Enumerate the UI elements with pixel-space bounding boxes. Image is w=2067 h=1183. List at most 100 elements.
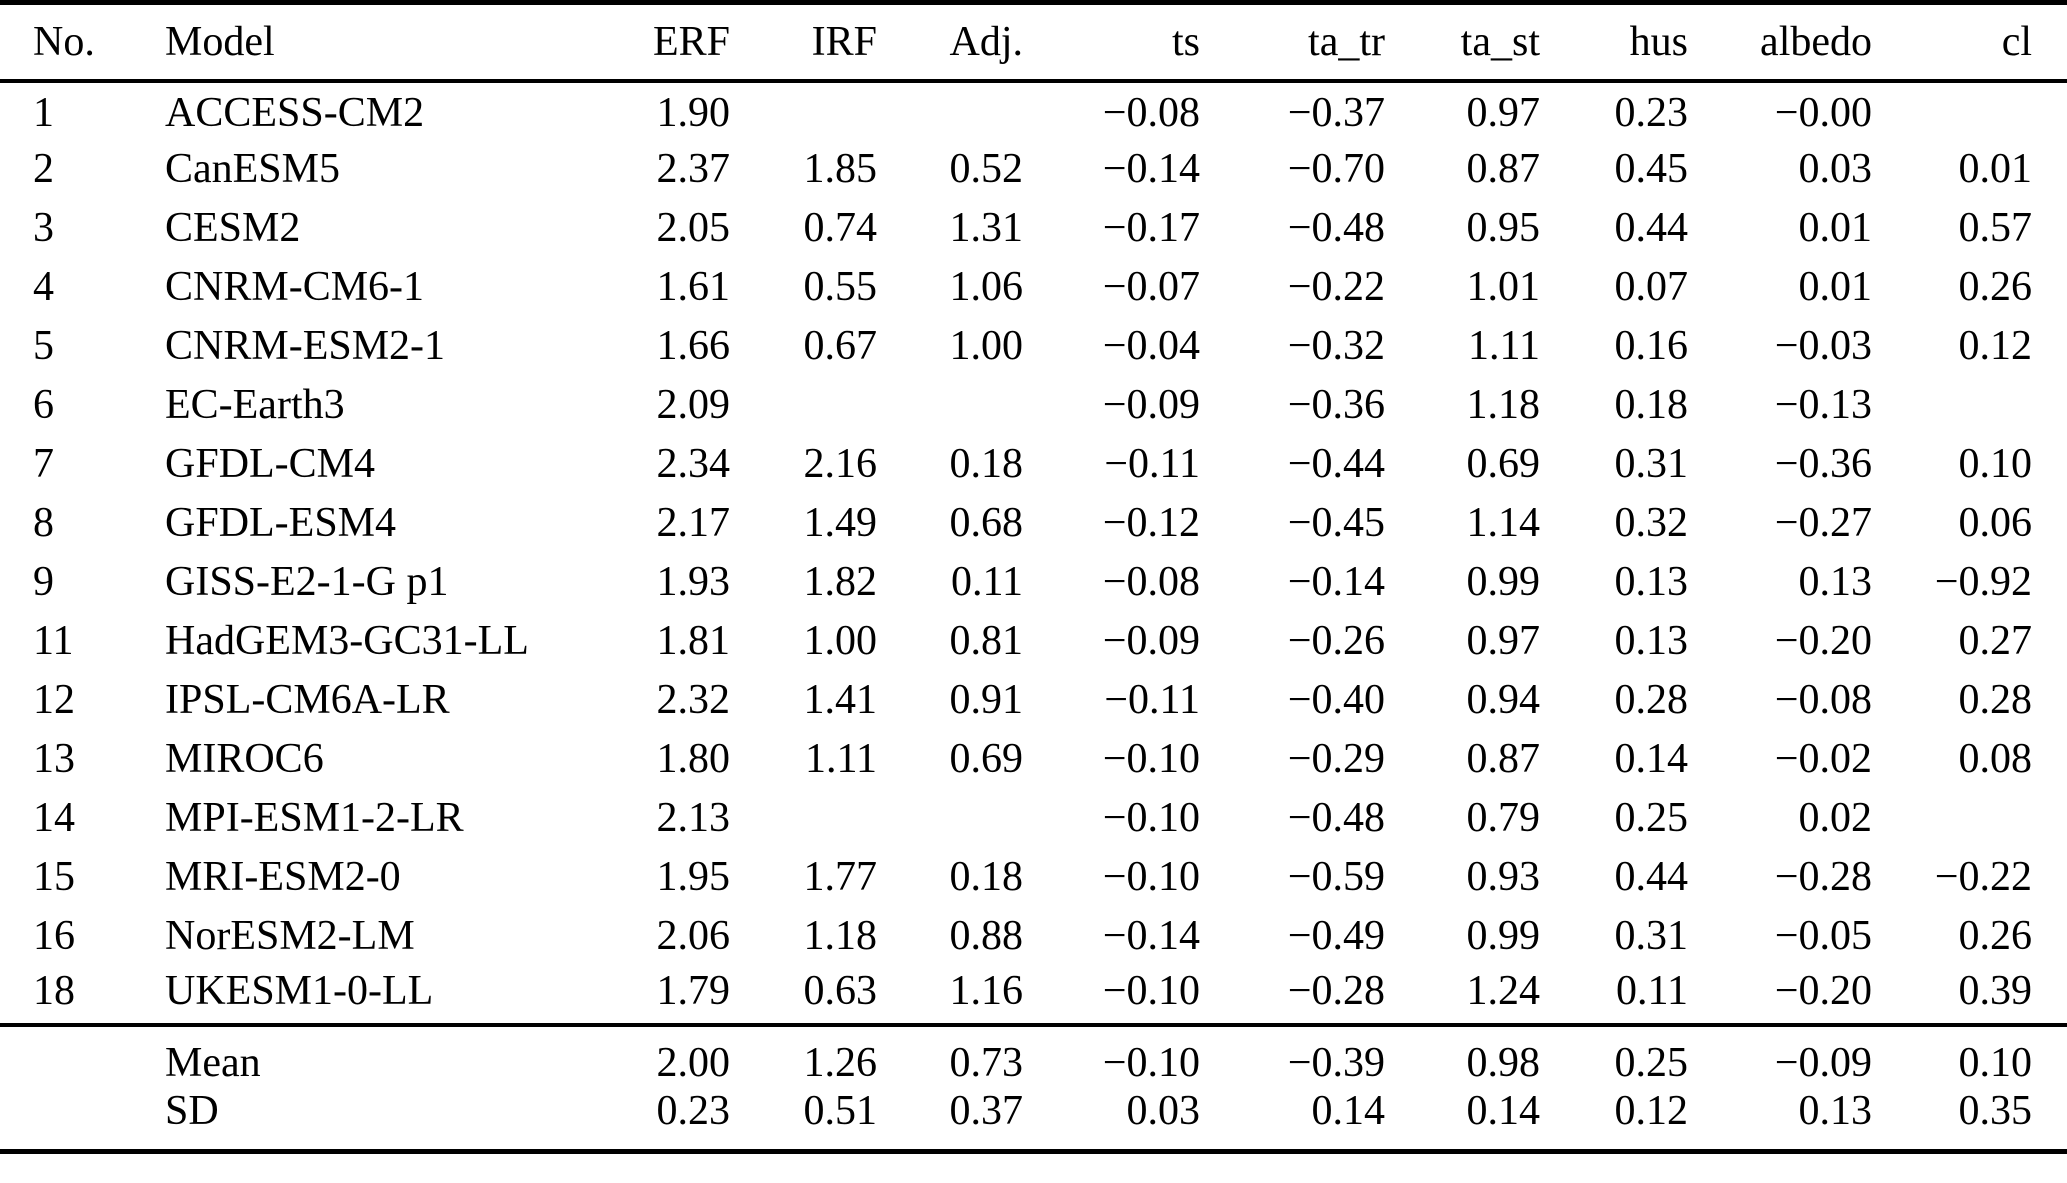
cell-adj: 1.00 xyxy=(949,323,1024,369)
cell-ts: 0.03 xyxy=(1126,1087,1201,1134)
cell-no xyxy=(0,1025,132,1087)
cell-hus: 0.14 xyxy=(1614,736,1689,782)
cell-erf: 1.95 xyxy=(656,854,731,900)
cell-albedo: 0.01 xyxy=(1798,264,1873,310)
table-row: 2 CanESM5 2.37 1.85 0.52 −0.14 −0.70 0.87 0.45 0.… xyxy=(0,140,2067,199)
cell-ta_st: 0.79 xyxy=(1466,795,1541,841)
table-row: 12 IPSL-CM6A-LR 2.32 1.41 0.91 −0.11 −0.40 0.94… xyxy=(0,671,2067,730)
cell-ta_st: 0.97 xyxy=(1466,90,1541,136)
cell-cl: 0.28 xyxy=(1958,677,2033,723)
cell-irf: 0.67 xyxy=(803,323,878,369)
cell-no: 16 xyxy=(33,913,75,959)
cell-albedo: −0.13 xyxy=(1774,382,1872,428)
cell-model: GISS-E2-1-G p1 xyxy=(165,559,449,605)
cell-ta_tr: −0.32 xyxy=(1287,323,1385,369)
cell-irf: 1.77 xyxy=(803,854,878,900)
cell-ta_st: 1.14 xyxy=(1466,500,1541,546)
header-row: No. Model ERF IRF Adj. ts ta_tr ta_st hu… xyxy=(0,3,2067,81)
cell-irf: 1.85 xyxy=(803,146,878,192)
cell-no: 4 xyxy=(33,264,54,310)
column-header-ta-tr: ta_tr xyxy=(1308,18,1385,65)
cell-ta_st: 0.99 xyxy=(1466,559,1541,605)
cell-ts: −0.10 xyxy=(1102,736,1200,782)
cell-ts: −0.14 xyxy=(1102,146,1200,192)
column-header-adj: Adj. xyxy=(949,18,1024,65)
cell-erf: 1.80 xyxy=(656,736,731,782)
table-row: 14 MPI-ESM1-2-LR 2.13 −0.10 −0.48 0.79 0.25 0.0… xyxy=(0,789,2067,848)
cell-ts: −0.04 xyxy=(1102,323,1200,369)
table-row: 13 MIROC6 1.80 1.11 0.69 −0.10 −0.29 0.87 0.14 −0… xyxy=(0,730,2067,789)
cell-adj: 0.73 xyxy=(949,1039,1024,1086)
cell-albedo: −0.00 xyxy=(1774,90,1872,136)
column-header-ts: ts xyxy=(1171,18,1200,65)
column-header-erf: ERF xyxy=(652,18,730,65)
cell-albedo: 0.01 xyxy=(1798,205,1873,251)
cell-ts: −0.09 xyxy=(1102,618,1200,664)
cell-cl: 0.06 xyxy=(1958,500,2033,546)
cell-albedo: 0.13 xyxy=(1798,1087,1873,1134)
cell-cl: 0.57 xyxy=(1958,205,2033,251)
cell-erf: 1.81 xyxy=(656,618,731,664)
cell-hus: 0.45 xyxy=(1614,146,1689,192)
cell-albedo: −0.20 xyxy=(1774,968,1872,1014)
column-header-albedo: albedo xyxy=(1760,18,1872,65)
cell-model: CNRM-ESM2-1 xyxy=(165,323,446,369)
column-header-cl: cl xyxy=(2001,18,2032,65)
cell-adj: 0.18 xyxy=(949,441,1024,487)
cell-ts: −0.11 xyxy=(1104,677,1200,723)
table-summary: Mean 2.00 1.26 0.73 −0.10 −0.39 0.98 0.25 −0.09 0… xyxy=(0,1025,2067,1152)
cell-cl: 0.10 xyxy=(1958,1039,2033,1086)
cell-ta_tr: −0.39 xyxy=(1287,1039,1385,1086)
cell-ts: −0.10 xyxy=(1102,795,1200,841)
model-forcing-table: No. Model ERF IRF Adj. ts ta_tr ta_st hu… xyxy=(0,0,2067,1154)
cell-ts: −0.08 xyxy=(1102,90,1200,136)
table-row: 8 GFDL-ESM4 2.17 1.49 0.68 −0.12 −0.45 1.14 0.32… xyxy=(0,494,2067,553)
cell-model: MPI-ESM1-2-LR xyxy=(165,795,464,841)
column-header-model: Model xyxy=(165,18,275,65)
cell-ta_tr: −0.26 xyxy=(1287,618,1385,664)
cell-hus: 0.23 xyxy=(1614,90,1689,136)
cell-ta_st: 0.98 xyxy=(1466,1039,1541,1086)
cell-no: 3 xyxy=(33,205,54,251)
cell-ta_tr: −0.48 xyxy=(1287,205,1385,251)
cell-erf: 2.34 xyxy=(656,441,731,487)
cell-irf: 1.18 xyxy=(803,913,878,959)
cell-cl: 0.01 xyxy=(1958,146,2033,192)
cell-albedo: 0.03 xyxy=(1798,146,1873,192)
cell-adj: 0.88 xyxy=(949,913,1024,959)
cell-ta_tr: −0.37 xyxy=(1287,90,1385,136)
cell-cl: −0.92 xyxy=(1934,559,2032,605)
cell-hus: 0.32 xyxy=(1614,500,1689,546)
table-row: 5 CNRM-ESM2-1 1.66 0.67 1.00 −0.04 −0.32 1.11 0.… xyxy=(0,317,2067,376)
cell-hus: 0.44 xyxy=(1614,205,1689,251)
cell-cl: 0.26 xyxy=(1958,264,2033,310)
cell-no: 11 xyxy=(33,618,74,664)
cell-albedo: −0.20 xyxy=(1774,618,1872,664)
cell-no: 14 xyxy=(33,795,75,841)
cell-ta_st: 0.94 xyxy=(1466,677,1541,723)
cell-irf: 1.41 xyxy=(803,677,878,723)
cell-erf: 2.09 xyxy=(656,382,731,428)
cell-model: IPSL-CM6A-LR xyxy=(165,677,450,723)
cell-irf: 0.63 xyxy=(803,968,878,1014)
cell-model: CESM2 xyxy=(165,205,301,251)
cell-hus: 0.11 xyxy=(1616,968,1688,1014)
cell-adj xyxy=(877,81,1023,140)
column-header-ta-st: ta_st xyxy=(1460,18,1540,65)
cell-model: GFDL-CM4 xyxy=(165,441,376,487)
cell-adj: 0.37 xyxy=(949,1087,1024,1134)
cell-ts: −0.14 xyxy=(1102,913,1200,959)
cell-albedo: −0.03 xyxy=(1774,323,1872,369)
cell-irf: 1.26 xyxy=(803,1039,878,1086)
cell-ta_st: 0.87 xyxy=(1466,146,1541,192)
cell-irf: 0.51 xyxy=(803,1087,878,1134)
column-header-irf: IRF xyxy=(811,18,877,65)
cell-irf xyxy=(730,81,877,140)
cell-hus: 0.18 xyxy=(1614,382,1689,428)
cell-ta_tr: 0.14 xyxy=(1311,1087,1386,1134)
cell-erf: 2.05 xyxy=(656,205,731,251)
table-row: 4 CNRM-CM6-1 1.61 0.55 1.06 −0.07 −0.22 1.01 0.0… xyxy=(0,258,2067,317)
cell-ts: −0.12 xyxy=(1102,500,1200,546)
cell-irf: 0.74 xyxy=(803,205,878,251)
cell-hus: 0.28 xyxy=(1614,677,1689,723)
